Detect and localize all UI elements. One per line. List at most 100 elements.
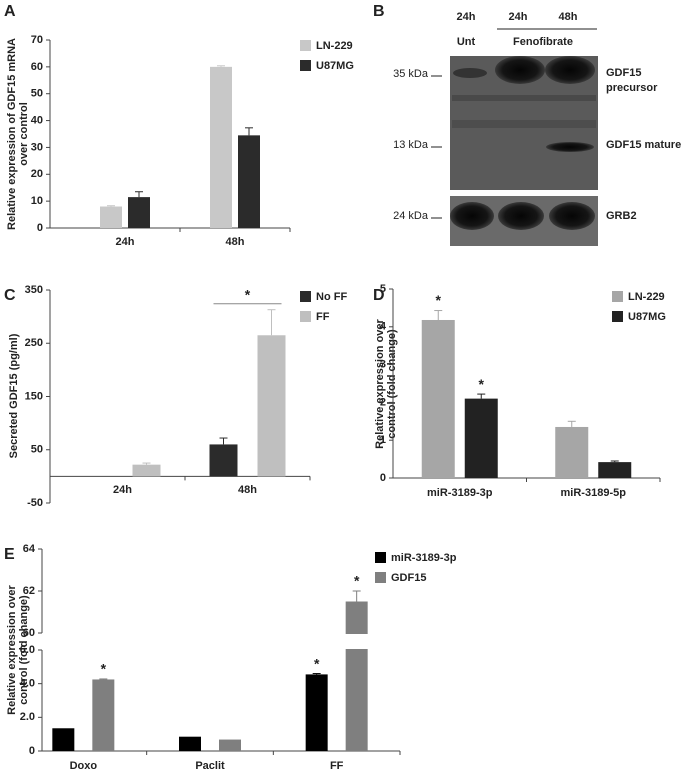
error-bar <box>219 437 228 445</box>
error-bar <box>567 420 576 427</box>
y-axis-label: control (fold change) <box>386 329 398 439</box>
y-axis-label: control (fold change) <box>18 595 30 705</box>
error-bar <box>610 460 619 463</box>
panel-letter: C <box>4 287 16 304</box>
y-tick-label: 64 <box>23 543 36 555</box>
y-tick-label: 0 <box>380 472 386 484</box>
panel-letter: D <box>373 287 385 304</box>
x-tick-label: 24h <box>116 236 135 248</box>
legend-swatch <box>300 40 311 51</box>
error-bar <box>107 205 115 207</box>
y-tick-label: 350 <box>25 284 43 296</box>
y-tick-label: 62 <box>23 585 35 597</box>
y-axis-label: Relative expression over <box>374 318 386 448</box>
x-tick-label: 48h <box>226 236 245 248</box>
bar <box>92 679 115 751</box>
significance: * <box>354 573 360 589</box>
legend-label: U87MG <box>628 311 666 323</box>
y-tick-label: 70 <box>31 34 43 46</box>
error-bar <box>434 310 443 320</box>
x-tick-label: miR-3189-5p <box>561 487 627 499</box>
y-tick-label: 50 <box>31 444 43 456</box>
y-tick-label: 250 <box>25 337 43 349</box>
legend-label: U87MG <box>316 60 354 72</box>
group-label: Unt <box>457 36 476 48</box>
bar <box>179 736 201 751</box>
panel-letter: B <box>373 3 385 20</box>
y-tick-label: 60 <box>31 61 43 73</box>
bar <box>464 398 498 478</box>
bar <box>100 206 122 228</box>
legend-label: LN-229 <box>628 291 665 303</box>
blot-band <box>549 202 595 230</box>
y-tick-label: 6.0 <box>20 644 35 656</box>
blot-band <box>450 202 494 230</box>
y-tick-label: 2 <box>380 396 386 408</box>
axis-break <box>36 634 400 649</box>
error-bar <box>312 673 321 675</box>
group-label: Fenofibrate <box>513 36 573 48</box>
y-tick-label: 4.0 <box>20 678 35 690</box>
significance: * <box>314 655 320 671</box>
y-tick-label: 50 <box>31 88 43 100</box>
x-tick-label: 24h <box>113 484 132 496</box>
band-label: GDF15 <box>606 67 641 79</box>
y-tick-label: 5 <box>380 283 386 295</box>
error-bar <box>99 678 108 680</box>
bar <box>598 462 632 478</box>
y-tick-label: 0 <box>29 745 35 757</box>
marker-label: 13 kDa <box>393 139 429 151</box>
blot-smear <box>452 120 596 128</box>
y-tick-label: -50 <box>27 497 43 509</box>
panel-letter: A <box>4 3 16 20</box>
band-label: GRB2 <box>606 210 637 222</box>
bar <box>345 601 368 751</box>
y-axis-label: Secreted GDF15 (pg/ml) <box>8 333 20 458</box>
legend-swatch <box>300 311 311 322</box>
bar <box>219 739 241 751</box>
y-tick-label: 0 <box>37 222 43 234</box>
x-tick-label: FF <box>330 760 344 772</box>
legend-swatch <box>612 291 623 302</box>
legend-swatch <box>375 572 386 583</box>
significance: * <box>245 286 251 302</box>
y-axis-label: over control <box>18 102 30 166</box>
y-tick-label: 3 <box>380 359 386 371</box>
blot-band <box>453 68 487 78</box>
error-bar <box>217 65 225 67</box>
y-axis-label: Relative expression of GDF15 mRNA <box>6 38 18 230</box>
x-tick-label: Paclit <box>195 760 225 772</box>
error-bar <box>135 191 143 198</box>
x-tick-label: Doxo <box>70 760 98 772</box>
bar <box>555 426 589 478</box>
column-label: 24h <box>509 11 528 23</box>
y-tick-label: 40 <box>31 114 43 126</box>
bar <box>210 66 232 228</box>
y-tick-label: 150 <box>25 390 43 402</box>
legend-label: miR-3189-3p <box>391 552 457 564</box>
error-bar <box>267 309 276 336</box>
panel-letter: E <box>4 546 15 563</box>
blot-smear <box>452 95 596 101</box>
bar <box>209 444 238 477</box>
error-bar <box>142 462 151 465</box>
bar <box>132 464 161 477</box>
legend-label: FF <box>316 311 330 323</box>
x-tick-label: 48h <box>238 484 257 496</box>
blot-band <box>546 142 594 152</box>
column-label: 48h <box>559 11 578 23</box>
blot-band <box>498 202 544 230</box>
band-label: GDF15 mature <box>606 139 681 151</box>
legend-swatch <box>300 60 311 71</box>
y-tick-label: 4 <box>380 321 387 333</box>
blot-band <box>545 56 595 84</box>
significance: * <box>479 376 485 392</box>
bar <box>257 335 286 477</box>
error-bar <box>352 590 361 602</box>
bar <box>128 197 150 228</box>
significance: * <box>436 292 442 308</box>
bar <box>52 728 75 751</box>
column-label: 24h <box>457 11 476 23</box>
y-tick-label: 30 <box>31 141 43 153</box>
marker-label: 35 kDa <box>393 68 429 80</box>
